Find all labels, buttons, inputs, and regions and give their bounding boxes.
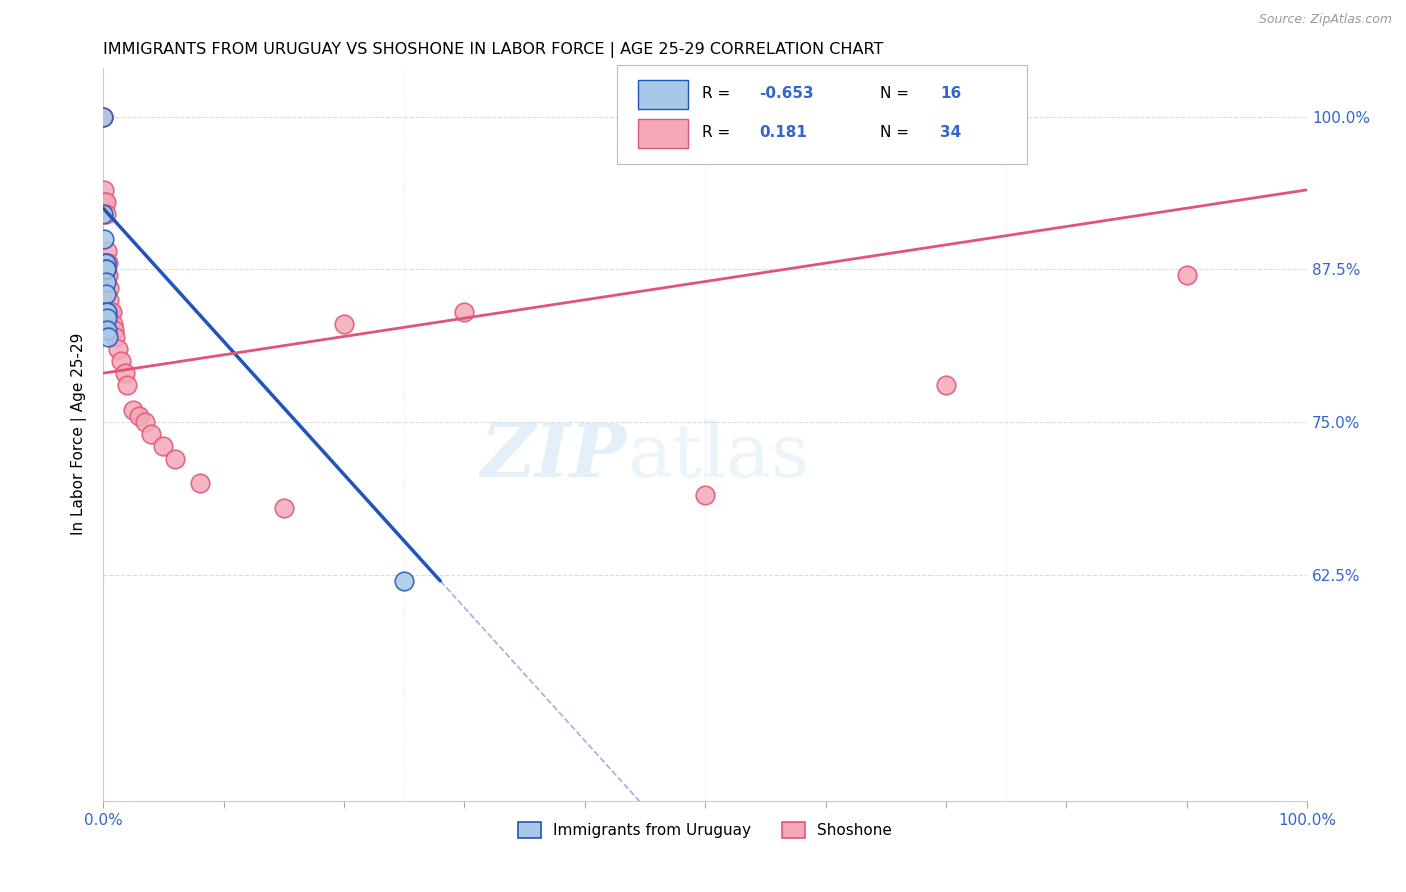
Text: R =: R =: [702, 125, 735, 140]
Point: [98, 293, 121, 307]
Point: [96, 244, 118, 258]
Point: [94, 256, 117, 270]
Point: [96, 305, 118, 319]
FancyBboxPatch shape: [617, 65, 1026, 164]
Point: [453, 305, 475, 319]
Point: [93, 195, 115, 210]
Point: [96, 256, 118, 270]
Point: [273, 500, 295, 515]
Text: 0.181: 0.181: [759, 125, 807, 140]
Point: [93, 262, 115, 277]
Point: [122, 402, 145, 417]
FancyBboxPatch shape: [638, 119, 689, 148]
Text: Source: ZipAtlas.com: Source: ZipAtlas.com: [1258, 13, 1392, 27]
Point: [117, 378, 139, 392]
Point: [96, 311, 118, 326]
Point: [93, 232, 115, 246]
Point: [96, 323, 118, 337]
Point: [188, 476, 211, 491]
Point: [103, 323, 125, 337]
Point: [165, 451, 187, 466]
Legend: Immigrants from Uruguay, Shoshone: Immigrants from Uruguay, Shoshone: [512, 816, 898, 845]
Point: [114, 366, 136, 380]
Point: [91, 110, 114, 124]
Text: atlas: atlas: [627, 420, 808, 492]
Point: [100, 305, 122, 319]
Point: [93, 183, 115, 197]
Point: [333, 318, 356, 332]
Text: N =: N =: [880, 86, 914, 101]
Point: [97, 329, 120, 343]
Point: [97, 256, 120, 270]
Point: [141, 427, 163, 442]
Point: [94, 305, 117, 319]
Point: [695, 488, 717, 502]
Point: [91, 110, 114, 124]
Point: [152, 440, 174, 454]
Point: [94, 275, 117, 289]
Point: [128, 409, 150, 423]
Text: 34: 34: [939, 125, 962, 140]
Point: [134, 415, 156, 429]
Text: R =: R =: [702, 86, 735, 101]
Point: [94, 195, 117, 210]
Point: [94, 207, 117, 221]
Point: [101, 318, 124, 332]
Point: [392, 574, 415, 588]
Text: -0.653: -0.653: [759, 86, 814, 101]
Point: [107, 342, 129, 356]
Point: [935, 378, 957, 392]
Text: IMMIGRANTS FROM URUGUAY VS SHOSHONE IN LABOR FORCE | AGE 25-29 CORRELATION CHART: IMMIGRANTS FROM URUGUAY VS SHOSHONE IN L…: [103, 42, 883, 58]
Point: [94, 262, 117, 277]
Point: [104, 329, 127, 343]
Point: [91, 110, 114, 124]
Point: [1175, 268, 1198, 283]
Text: 16: 16: [939, 86, 962, 101]
Point: [94, 262, 117, 277]
Point: [94, 286, 117, 301]
Text: ZIP: ZIP: [481, 420, 627, 492]
Point: [98, 280, 121, 294]
Point: [93, 256, 115, 270]
Point: [91, 207, 114, 221]
Point: [110, 354, 132, 368]
FancyBboxPatch shape: [638, 80, 689, 110]
Y-axis label: In Labor Force | Age 25-29: In Labor Force | Age 25-29: [72, 333, 87, 535]
Point: [97, 268, 120, 283]
Text: N =: N =: [880, 125, 914, 140]
Point: [100, 305, 122, 319]
